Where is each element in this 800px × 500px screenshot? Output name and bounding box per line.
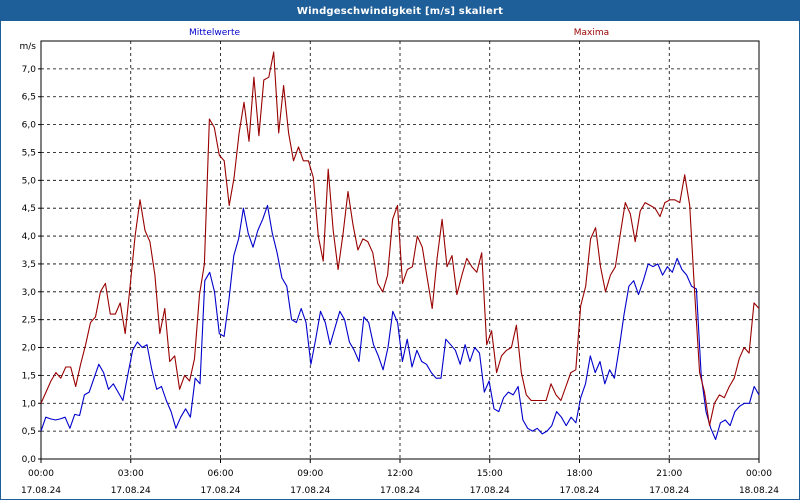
y-tick-label: 7,0 <box>22 65 37 75</box>
y-axis-label: m/s <box>20 42 37 52</box>
x-tick-time: 00:00 <box>28 469 54 479</box>
y-tick-label: 4,5 <box>22 204 36 214</box>
x-tick-date: 17.08.24 <box>200 486 240 496</box>
y-tick-label: 2,5 <box>22 316 36 326</box>
y-tick-label: 0,0 <box>22 455 37 465</box>
x-tick-time: 06:00 <box>208 469 234 479</box>
x-tick-time: 15:00 <box>477 469 503 479</box>
y-tick-label: 6,5 <box>22 93 36 103</box>
x-tick-date: 17.08.24 <box>380 486 420 496</box>
x-tick-time: 03:00 <box>118 469 144 479</box>
legend-maxima: Maxima <box>574 28 609 38</box>
y-tick-label: 5,0 <box>22 176 37 186</box>
x-tick-time: 09:00 <box>297 469 323 479</box>
series-line-mittelwerte <box>40 204 760 441</box>
x-tick-time: 12:00 <box>387 469 413 479</box>
y-tick-label: 5,5 <box>22 148 36 158</box>
x-tick-time: 21:00 <box>656 469 682 479</box>
x-tick-time: 18:00 <box>567 469 593 479</box>
legend-mittelwerte: Mittelwerte <box>189 28 240 38</box>
window-title: Windgeschwindigkeit [m/s] skaliert <box>1 1 799 21</box>
x-tick-time: 00:00 <box>746 469 772 479</box>
x-tick-date: 17.08.24 <box>21 486 61 496</box>
y-tick-label: 1,0 <box>22 399 37 409</box>
y-tick-label: 1,5 <box>22 371 36 381</box>
x-tick-date: 17.08.24 <box>290 486 330 496</box>
x-tick-date: 17.08.24 <box>470 486 510 496</box>
y-tick-label: 4,0 <box>22 232 37 242</box>
x-tick-date: 17.08.24 <box>111 486 151 496</box>
y-tick-label: 3,0 <box>22 288 37 298</box>
y-tick-label: 0,5 <box>22 427 36 437</box>
y-tick-label: 6,0 <box>22 121 37 131</box>
x-tick-date: 17.08.24 <box>649 486 689 496</box>
y-tick-label: 3,5 <box>22 260 36 270</box>
x-tick-date: 17.08.24 <box>559 486 599 496</box>
y-tick-label: 2,0 <box>22 344 37 354</box>
series-line-maxima <box>40 51 760 427</box>
x-tick-date: 18.08.24 <box>739 486 779 496</box>
